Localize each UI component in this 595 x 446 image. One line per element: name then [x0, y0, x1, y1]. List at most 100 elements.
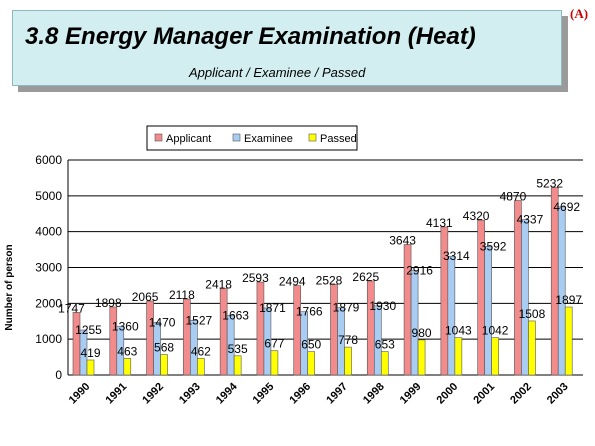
bar-passed [344, 346, 352, 376]
bar-passed [417, 339, 426, 376]
bar-applicant [514, 200, 522, 376]
x-tick-label: 1991 [104, 381, 130, 407]
bar-passed [454, 337, 463, 376]
bar-applicant [219, 288, 228, 376]
data-label-applicant: 1747 [58, 301, 85, 315]
data-label-passed: 1042 [482, 324, 509, 338]
x-tick-label: 1999 [398, 381, 424, 407]
data-label-examinee: 3314 [443, 249, 470, 263]
bar-applicant [146, 300, 154, 376]
bar-examinee [300, 311, 309, 376]
bar-passed [160, 354, 168, 376]
data-label-examinee: 4692 [553, 200, 580, 214]
legend-box [146, 125, 358, 151]
bar-examinee [557, 206, 566, 376]
x-tick-label: 1994 [214, 380, 240, 406]
data-label-applicant: 4870 [500, 189, 527, 203]
x-tick-label: 1993 [177, 381, 203, 407]
data-label-examinee: 1766 [296, 305, 323, 319]
y-tick-label: 3000 [35, 261, 62, 275]
data-label-passed: 653 [375, 338, 395, 352]
data-label-examinee: 1527 [186, 313, 213, 327]
y-tick-label: 4000 [35, 225, 62, 239]
data-label-examinee: 4337 [517, 213, 544, 227]
x-tick-label: 1995 [251, 381, 277, 407]
data-label-passed: 980 [412, 326, 432, 340]
x-tick-label: 1990 [67, 381, 93, 407]
legend-swatch-passed [308, 133, 317, 142]
data-label-examinee: 1871 [259, 301, 286, 315]
data-label-examinee: 1470 [149, 315, 176, 329]
data-label-examinee: 1360 [112, 319, 139, 333]
bar-passed [491, 337, 499, 376]
bar-examinee [337, 307, 345, 376]
bar-examinee [484, 245, 492, 376]
legend-label-applicant: Applicant [166, 133, 211, 145]
data-label-passed: 463 [117, 344, 137, 358]
data-label-applicant: 2528 [316, 273, 343, 287]
data-label-passed: 419 [80, 346, 100, 360]
bar-applicant [72, 312, 81, 376]
bar-passed [528, 320, 536, 376]
y-tick-label: 1000 [35, 332, 62, 346]
data-label-passed: 462 [191, 344, 211, 358]
x-tick-label: 1992 [140, 381, 166, 407]
data-label-examinee: 1255 [75, 323, 102, 337]
y-tick-label: 2000 [35, 296, 62, 310]
bar-passed [380, 351, 389, 376]
bar-applicant [109, 306, 118, 376]
bar-applicant [293, 285, 302, 376]
data-label-passed: 677 [264, 337, 284, 351]
bar-examinee [373, 305, 382, 376]
data-label-passed: 1043 [445, 324, 472, 338]
data-label-applicant: 1898 [95, 296, 122, 310]
data-label-applicant: 2118 [169, 288, 195, 302]
bar-applicant [330, 284, 338, 376]
bar-passed [86, 359, 95, 376]
bar-examinee [447, 255, 456, 376]
x-tick-label: 2001 [471, 381, 497, 407]
legend-swatch-applicant [154, 133, 163, 142]
legend-label-passed: Passed [320, 133, 357, 145]
data-label-passed: 568 [154, 341, 174, 355]
y-axis-label: Number of person [4, 244, 15, 330]
legend-label-examinee: Examinee [244, 133, 293, 145]
data-label-passed: 1897 [555, 293, 582, 307]
data-label-applicant: 3643 [389, 233, 416, 247]
bar-examinee [190, 319, 198, 376]
data-label-applicant: 4320 [463, 209, 490, 223]
bar-passed [197, 358, 205, 376]
bar-applicant [183, 298, 191, 376]
legend-swatch-examinee [232, 133, 241, 142]
bar-passed [270, 350, 279, 376]
bar-passed [564, 306, 573, 376]
data-label-passed: 1508 [519, 307, 546, 321]
bar-examinee [410, 270, 419, 376]
x-tick-label: 1998 [361, 381, 387, 407]
bar-applicant [550, 187, 559, 376]
data-label-applicant: 2593 [242, 271, 269, 285]
data-label-passed: 778 [338, 333, 358, 347]
data-label-applicant: 2494 [279, 275, 306, 289]
x-tick-label: 2002 [508, 381, 534, 407]
data-label-passed: 650 [301, 338, 321, 352]
bar-examinee [79, 329, 88, 376]
y-tick-label: 5000 [35, 189, 62, 203]
bar-applicant [256, 281, 265, 376]
bar-examinee [521, 219, 529, 376]
bar-examinee [153, 322, 161, 376]
page-subtitle: Applicant / Examinee / Passed [189, 65, 366, 80]
data-label-applicant: 2625 [352, 270, 379, 284]
data-label-examinee: 3592 [480, 239, 507, 253]
bar-examinee [226, 315, 235, 376]
x-tick-label: 2003 [545, 381, 571, 407]
bar-passed [233, 355, 242, 376]
bar-examinee [116, 325, 125, 376]
y-tick-label: 6000 [35, 153, 62, 167]
data-label-applicant: 2065 [132, 290, 159, 304]
data-label-passed: 535 [228, 342, 248, 356]
bar-passed [307, 351, 316, 376]
data-label-applicant: 2418 [205, 277, 232, 291]
bar-passed [123, 358, 132, 376]
